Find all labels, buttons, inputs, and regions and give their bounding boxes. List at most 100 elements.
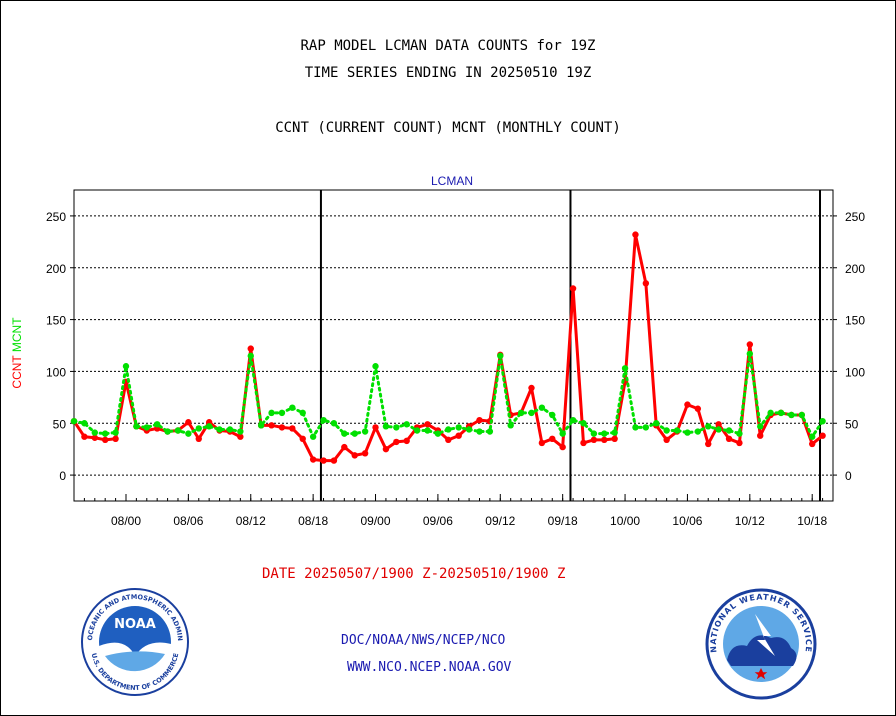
panel-title: LCMAN (431, 174, 473, 188)
data-point-mcnt (705, 423, 712, 430)
data-point-mcnt (382, 423, 390, 430)
data-point-mcnt (819, 417, 826, 425)
data-point-ccnt (101, 436, 109, 444)
y-tick-label-left: 0 (59, 469, 66, 483)
data-point-mcnt (122, 363, 130, 370)
data-point-ccnt (632, 231, 639, 238)
data-point-ccnt (746, 341, 754, 348)
y-tick-label-left: 100 (46, 365, 66, 379)
y-tick-label-right: 0 (845, 469, 852, 483)
y-tick-label-left: 200 (46, 262, 66, 276)
y-tick-label-left: 150 (46, 314, 66, 328)
y-tick-label-right: 50 (845, 417, 859, 431)
data-point-ccnt (81, 433, 88, 440)
y-tick-label-left: 250 (46, 210, 66, 224)
data-point-ccnt (663, 436, 670, 444)
data-point-mcnt (580, 420, 587, 427)
y-tick-label-right: 250 (845, 210, 865, 224)
data-point-ccnt (715, 421, 722, 428)
data-point-mcnt (237, 428, 244, 435)
data-point-mcnt (153, 421, 161, 428)
data-point-ccnt (642, 280, 650, 287)
data-point-mcnt (393, 424, 400, 431)
data-point-mcnt (559, 430, 566, 437)
data-point-mcnt (798, 411, 806, 419)
data-point-mcnt (143, 424, 150, 431)
x-tick-label: 10/18 (797, 514, 827, 528)
data-point-mcnt (268, 409, 275, 417)
data-point-mcnt (455, 424, 462, 431)
data-point-ccnt (403, 437, 410, 445)
data-point-ccnt (725, 435, 733, 442)
data-point-mcnt (164, 428, 171, 435)
data-point-mcnt (320, 416, 327, 424)
org-path-label: DOC/NOAA/NWS/NCEP/NCO (341, 633, 506, 648)
data-point-mcnt (247, 352, 254, 360)
data-point-mcnt (101, 430, 109, 437)
data-point-mcnt (476, 428, 483, 435)
data-point-mcnt (809, 433, 816, 440)
y-tick-label-right: 100 (845, 365, 865, 379)
data-point-mcnt (185, 430, 192, 437)
data-point-mcnt (299, 409, 306, 417)
data-point-mcnt (424, 427, 431, 434)
data-point-ccnt (289, 425, 296, 432)
data-point-ccnt (590, 436, 598, 444)
data-point-mcnt (517, 409, 525, 417)
y-tick-label-right: 200 (845, 262, 865, 276)
y-axis-label-text: CCNT MCNT (10, 317, 24, 389)
data-point-ccnt (705, 440, 712, 448)
data-point-mcnt (611, 429, 618, 436)
data-point-ccnt (393, 438, 400, 446)
x-tick-label: 09/18 (548, 514, 578, 528)
data-point-mcnt (653, 420, 660, 427)
data-point-ccnt (237, 433, 244, 440)
chart-title-line1: RAP MODEL LCMAN DATA COUNTS for 19Z (300, 38, 596, 54)
data-point-ccnt (736, 439, 743, 447)
y-axis-label: CCNT MCNT (10, 317, 24, 389)
y-tick-label-right: 150 (845, 314, 865, 328)
series-lines (70, 231, 826, 464)
data-point-mcnt (569, 416, 577, 424)
data-point-mcnt (372, 363, 379, 370)
y-axis-label-part: MCNT (10, 317, 24, 356)
y-tick-label-left: 50 (53, 417, 67, 431)
data-point-mcnt (725, 427, 733, 434)
data-point-mcnt (673, 427, 681, 434)
data-point-ccnt (341, 443, 348, 451)
data-point-mcnt (767, 409, 774, 417)
x-tick-label: 08/06 (173, 514, 203, 528)
data-point-mcnt (497, 352, 504, 360)
y-axis-label-part: CCNT (10, 355, 24, 389)
x-tick-label: 09/12 (485, 514, 515, 528)
nws-logo: NATIONAL WEATHER SERVICE (705, 588, 817, 700)
data-point-ccnt (455, 432, 462, 439)
date-range-label: DATE 20250507/1900 Z-20250510/1900 Z (262, 566, 566, 582)
data-point-ccnt (476, 416, 483, 424)
x-tick-label: 09/00 (361, 514, 391, 528)
data-point-mcnt (361, 428, 369, 435)
data-point-mcnt (341, 430, 348, 437)
data-point-mcnt (549, 411, 556, 419)
data-point-mcnt (70, 417, 78, 425)
data-point-ccnt (694, 405, 702, 412)
data-point-mcnt (642, 424, 650, 431)
data-point-ccnt (278, 424, 286, 431)
axes: 0 0 50 50 100 100 150 150 200 200 250 250 08/00 08/06… (46, 189, 865, 528)
chart-title-line2: TIME SERIES ENDING IN 20250510 19Z (304, 65, 592, 81)
data-point-ccnt (309, 456, 317, 463)
plot-frame (73, 189, 834, 502)
data-point-ccnt (757, 432, 764, 439)
data-point-mcnt (465, 426, 473, 433)
data-point-ccnt (320, 457, 327, 464)
data-point-ccnt (819, 432, 826, 439)
data-point-mcnt (278, 409, 286, 417)
noaa-logo-text: NOAA (114, 617, 156, 632)
data-point-mcnt (434, 430, 442, 437)
data-point-mcnt (528, 409, 535, 417)
data-point-mcnt (112, 429, 119, 436)
data-point-mcnt (351, 430, 358, 437)
data-point-mcnt (746, 350, 754, 357)
data-point-ccnt (601, 436, 608, 444)
